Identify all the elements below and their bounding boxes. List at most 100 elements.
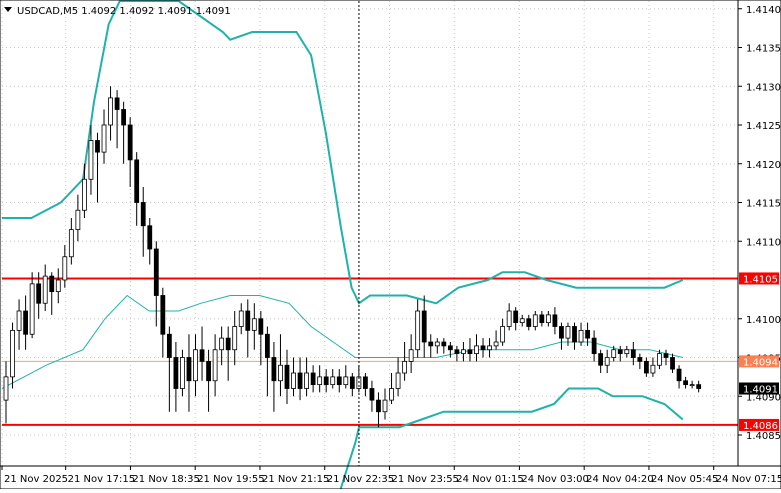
candle xyxy=(68,218,74,265)
candle xyxy=(474,334,479,362)
candle xyxy=(539,311,545,327)
candle xyxy=(206,349,211,412)
time-tick-label: 21 Nov 2025 xyxy=(4,474,68,485)
candle xyxy=(382,388,388,420)
candle-body xyxy=(415,310,421,351)
candle-body xyxy=(402,360,408,374)
time-tick-label: 24 Nov 05:45 xyxy=(651,474,718,485)
candle xyxy=(611,345,617,362)
time-tick-label: 24 Nov 03:00 xyxy=(521,474,588,485)
candle-body xyxy=(657,353,662,366)
candle xyxy=(428,334,434,358)
candle-body xyxy=(153,248,159,296)
candle-body xyxy=(147,225,153,250)
candle xyxy=(480,338,486,358)
candle xyxy=(264,326,270,397)
candle-body xyxy=(539,314,545,324)
candle xyxy=(166,326,172,412)
candle xyxy=(363,373,368,397)
candle xyxy=(689,380,695,389)
price-tick-label: 1.4090 xyxy=(746,392,781,403)
candle xyxy=(212,334,218,397)
candle xyxy=(402,342,408,381)
candle-body xyxy=(251,318,257,331)
candle xyxy=(232,311,238,366)
candle xyxy=(637,353,643,370)
candle xyxy=(506,303,512,331)
candle-body xyxy=(389,388,394,401)
candle xyxy=(565,322,571,346)
candle-body xyxy=(212,349,218,382)
candle xyxy=(395,357,401,397)
candle xyxy=(127,117,133,187)
last-price-label-bg xyxy=(739,382,779,395)
candle xyxy=(29,272,35,339)
candle-body xyxy=(121,109,127,126)
candle-body xyxy=(395,372,401,389)
candle-body xyxy=(186,357,192,382)
candle xyxy=(415,299,421,358)
candle-body xyxy=(75,209,81,231)
level-lines xyxy=(2,277,738,426)
candle xyxy=(16,299,22,350)
candle xyxy=(421,295,427,358)
candle xyxy=(49,272,55,315)
candle-body xyxy=(408,349,414,362)
candle-body xyxy=(421,310,427,343)
candle xyxy=(140,187,146,257)
candle-body xyxy=(343,376,349,386)
time-tick-label: 21 Nov 18:35 xyxy=(132,474,199,485)
candle-body xyxy=(323,376,329,386)
candle xyxy=(643,357,649,377)
candle-body xyxy=(232,326,238,351)
candle xyxy=(114,90,120,149)
caret-down-icon[interactable] xyxy=(4,7,12,12)
candle-body xyxy=(219,337,225,351)
time-tick-label: 21 Nov 19:55 xyxy=(197,474,264,485)
candle-body xyxy=(447,345,453,351)
candle-body xyxy=(304,372,309,389)
candle xyxy=(630,342,636,366)
candle xyxy=(461,342,466,362)
time-tick-label: 21 Nov 23:55 xyxy=(392,474,459,485)
candle-body xyxy=(180,357,185,389)
candle-body xyxy=(173,357,179,389)
candle-body xyxy=(428,341,434,347)
candle-body xyxy=(160,295,166,335)
candle-body xyxy=(55,279,61,293)
candle-body xyxy=(95,140,100,153)
price-tick-label: 1.4135 xyxy=(746,44,781,55)
candle xyxy=(434,338,440,354)
candle xyxy=(552,307,558,335)
candle-body xyxy=(291,372,296,389)
price-tick-label: 1.4115 xyxy=(746,199,781,210)
time-tick-label: 21 Nov 21:15 xyxy=(262,474,329,485)
candle-body xyxy=(643,360,649,374)
candle-body xyxy=(108,97,113,126)
candle-body xyxy=(10,329,15,378)
candle-body xyxy=(663,353,669,358)
candle xyxy=(108,86,113,141)
candle-body xyxy=(689,384,695,387)
candle xyxy=(95,132,100,203)
candle-body xyxy=(572,326,577,343)
candle xyxy=(225,326,231,381)
candle xyxy=(330,369,336,389)
candle-body xyxy=(480,345,486,351)
candle-body xyxy=(297,372,303,389)
time-tick-label: 24 Nov 01:15 xyxy=(456,474,523,485)
candle-body xyxy=(101,124,107,153)
candle xyxy=(604,349,610,373)
candle xyxy=(251,303,257,350)
candle xyxy=(238,303,244,335)
candle-body xyxy=(3,376,9,401)
candle-body xyxy=(474,345,479,355)
candle-body xyxy=(545,314,551,324)
candle-body xyxy=(278,364,283,382)
candle-body xyxy=(36,283,42,304)
candle xyxy=(193,334,198,397)
candle-body xyxy=(624,349,630,355)
candle-body xyxy=(193,349,198,382)
